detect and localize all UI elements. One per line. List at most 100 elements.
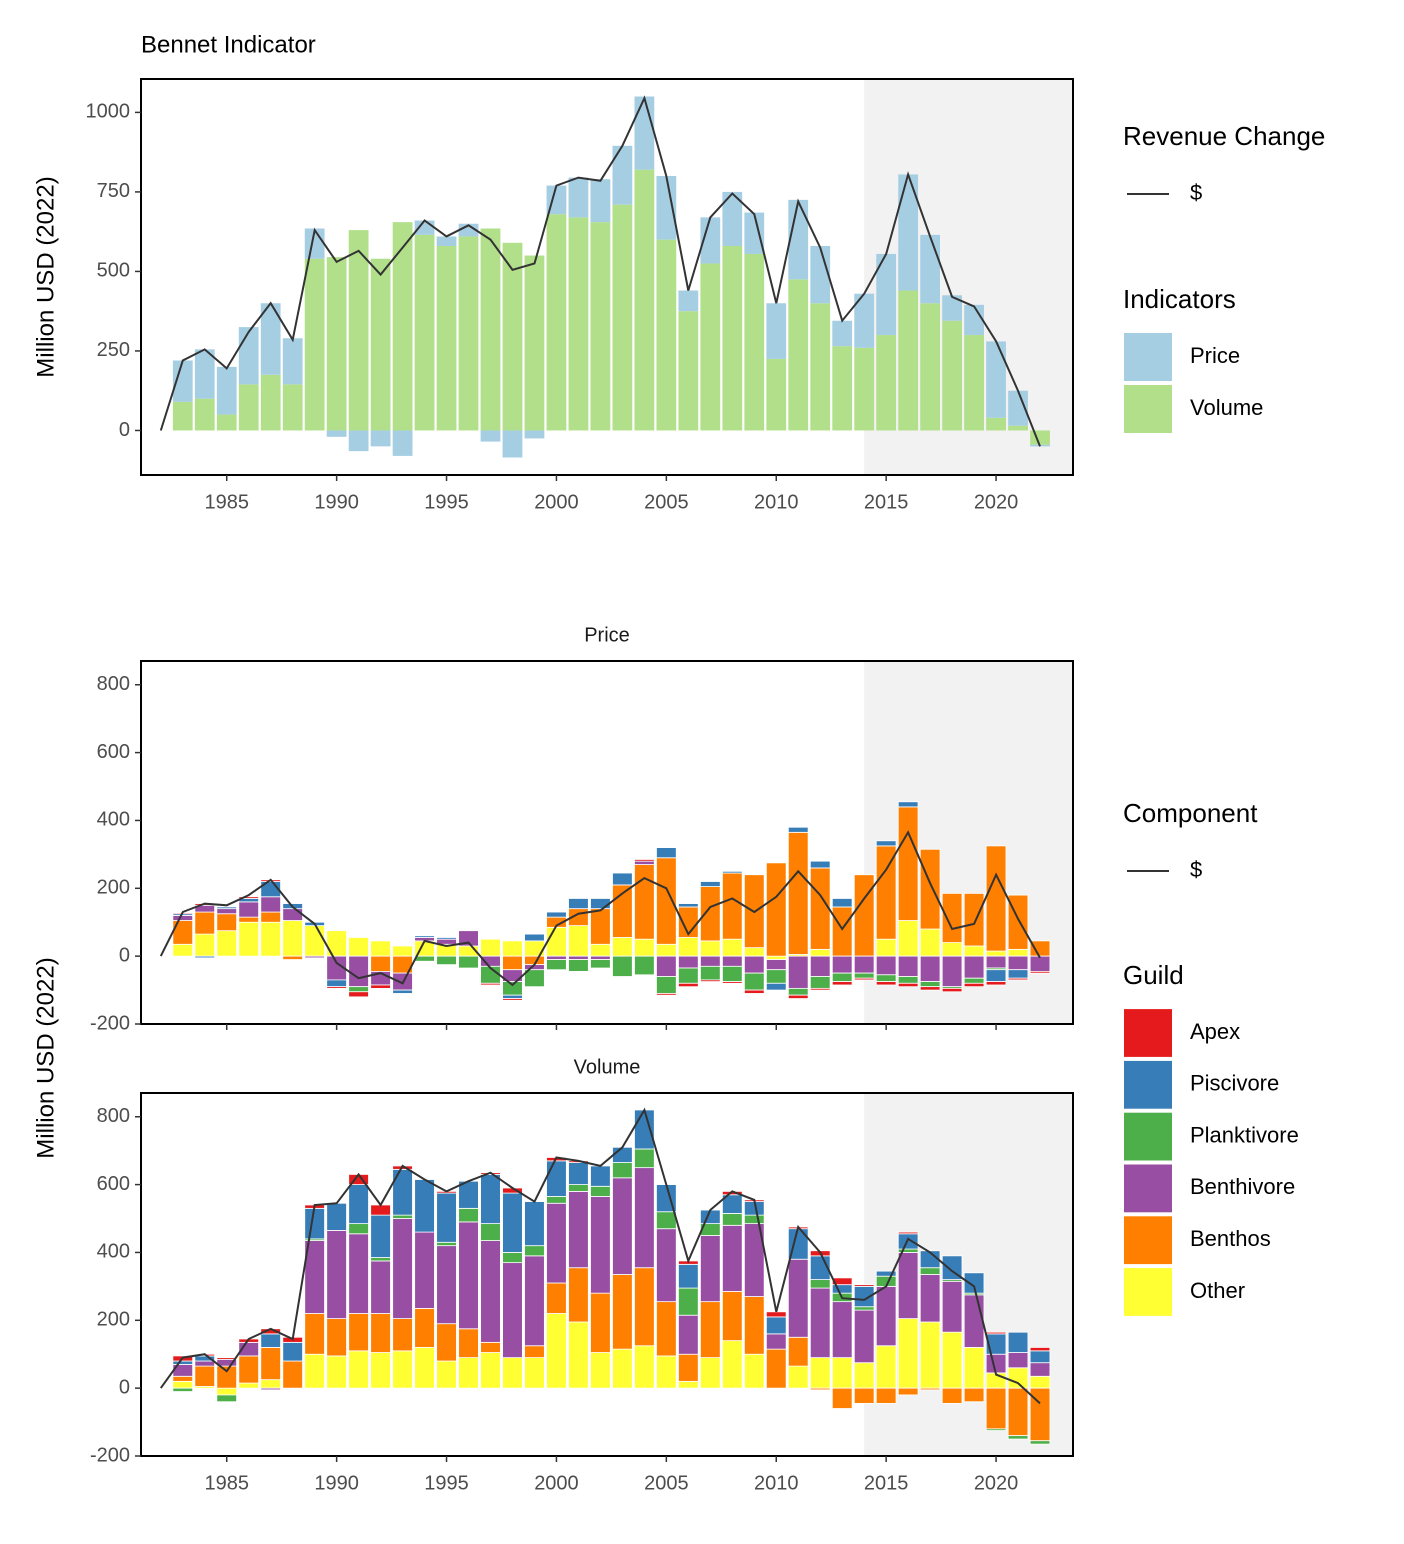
bar-segment	[502, 955, 523, 971]
bar-segment	[919, 1250, 941, 1269]
x-tick-label: 2005	[644, 1472, 689, 1494]
bar-segment	[678, 1314, 699, 1355]
legend-key	[1124, 1216, 1172, 1265]
bar-segment	[919, 1274, 941, 1323]
bar-segment	[809, 955, 831, 977]
bar-segment	[260, 1379, 281, 1389]
bar-segment	[831, 898, 853, 908]
bar-segment	[722, 955, 743, 967]
bar-segment	[1029, 1375, 1051, 1389]
y-tick-label: 500	[97, 260, 130, 282]
x-tick-label: 2005	[644, 491, 689, 513]
bar-segment	[700, 881, 721, 888]
bar-segment	[590, 955, 611, 960]
bar-segment	[875, 840, 897, 847]
bar-segment	[502, 1262, 523, 1359]
bar-segment	[765, 1316, 787, 1335]
bar-segment	[897, 1387, 919, 1396]
bar-segment	[502, 1252, 523, 1264]
x-tick-label: 2010	[754, 1472, 799, 1494]
bar-segment	[260, 303, 281, 375]
bar-segment	[634, 955, 655, 976]
bar-segment	[282, 920, 303, 957]
bar-segment	[809, 1279, 831, 1289]
bar-segment	[568, 217, 589, 431]
bar-segment	[326, 986, 347, 989]
bar-segment	[612, 1162, 633, 1179]
bar-segment	[590, 1196, 611, 1294]
legend-label: Other	[1190, 1278, 1245, 1303]
bar-segment	[986, 417, 1006, 431]
bar-segment	[348, 937, 369, 957]
bar-segment	[941, 1331, 963, 1389]
bar-segment	[787, 987, 809, 996]
bar-segment	[524, 933, 545, 942]
bar-segment	[326, 1318, 347, 1357]
bar-segment	[194, 933, 216, 957]
bar-segment	[436, 1192, 457, 1243]
bar-segment	[919, 848, 941, 930]
bar-segment	[238, 901, 259, 918]
bar-segment	[568, 955, 589, 960]
bar-segment	[370, 1260, 391, 1314]
bar-segment	[414, 935, 435, 938]
bar-segment	[172, 915, 194, 921]
bar-segment	[743, 1353, 765, 1389]
bar-segment	[853, 1284, 875, 1287]
bar-segment	[1007, 1331, 1029, 1353]
bar-segment	[260, 911, 281, 923]
bar-segment	[216, 1357, 238, 1360]
bar-segment	[216, 1387, 238, 1396]
bar-segment	[875, 938, 897, 957]
bar-segment	[370, 1352, 391, 1389]
bar-segment	[194, 398, 215, 431]
x-tick-label: 1990	[314, 1472, 359, 1494]
bar-segment	[787, 994, 809, 999]
bar-segment	[282, 384, 303, 431]
bar-segment	[502, 994, 523, 999]
bar-segment	[963, 1387, 985, 1403]
bar-segment	[216, 913, 238, 932]
legend-label: Price	[1190, 343, 1240, 368]
bar-segment	[853, 972, 875, 979]
bar-segment	[897, 1231, 919, 1235]
bar-segment	[392, 989, 413, 994]
bar-segment	[941, 955, 963, 988]
bar-segment	[832, 320, 853, 347]
bar-segment	[612, 1146, 633, 1163]
y-tick-label: 0	[119, 1376, 130, 1398]
bar-segment	[831, 1387, 853, 1409]
bar-segment	[1029, 971, 1051, 974]
bar-segment	[810, 245, 831, 304]
bar-segment	[172, 401, 193, 431]
bar-segment	[590, 1165, 611, 1187]
bar-segment	[809, 987, 831, 991]
legend-key	[1124, 333, 1172, 381]
bar-segment	[678, 1353, 699, 1382]
bar-segment	[392, 1218, 413, 1320]
bar-segment	[524, 1245, 545, 1257]
bar-segment	[919, 928, 941, 957]
bar-segment	[238, 916, 259, 923]
bar-segment	[414, 1308, 435, 1348]
bar-segment	[436, 245, 457, 431]
y-axis-title: Million USD (2022)	[32, 176, 59, 377]
bar-segment	[524, 1255, 545, 1347]
x-tick-label: 1990	[314, 491, 359, 513]
bar-segment	[216, 930, 238, 957]
x-tick-label: 2015	[864, 1472, 909, 1494]
bar-segment	[260, 1387, 281, 1391]
bar-segment	[809, 976, 831, 989]
bar-segment	[853, 977, 875, 981]
bar-segment	[700, 886, 721, 942]
bar-segment	[722, 1291, 743, 1342]
bar-segment	[876, 253, 897, 336]
bar-segment	[700, 965, 721, 981]
bar-segment	[546, 1282, 567, 1314]
bar-segment	[348, 1233, 369, 1314]
bar-segment	[568, 898, 589, 910]
bar-segment	[897, 982, 919, 988]
bar-segment	[282, 955, 303, 960]
bar-segment	[546, 1202, 567, 1284]
bar-segment	[458, 1357, 479, 1389]
